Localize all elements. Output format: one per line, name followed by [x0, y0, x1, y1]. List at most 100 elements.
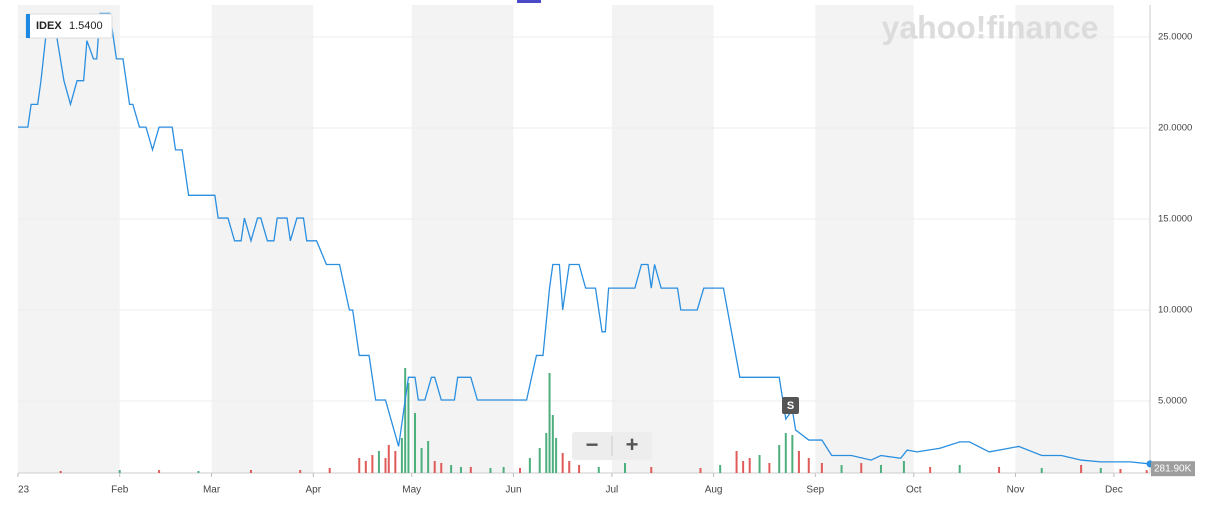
- volume-bar: [551, 415, 554, 473]
- volume-bar: [1119, 469, 1122, 473]
- y-tick-label: 15.0000: [1158, 214, 1192, 225]
- zoom-in[interactable]: +: [626, 432, 639, 457]
- volume-bar: [387, 445, 390, 473]
- volume-bar: [1145, 470, 1148, 473]
- volume-bar: [1099, 468, 1102, 473]
- volume-bar: [784, 433, 787, 473]
- event-marker-label[interactable]: S: [787, 400, 794, 412]
- y-tick-label: 5.0000: [1158, 395, 1187, 406]
- quote-symbol: IDEX: [36, 20, 62, 32]
- volume-label-bg: [1151, 461, 1195, 477]
- zoom-out[interactable]: −: [586, 432, 599, 457]
- x-tick-label: Apr: [306, 485, 322, 496]
- volume-bar: [519, 468, 522, 473]
- x-tick-label: May: [402, 485, 421, 496]
- quote-price: 1.5400: [69, 20, 103, 32]
- y-tick-label: 25.0000: [1158, 32, 1192, 43]
- volume-bar: [489, 468, 492, 473]
- x-tick-label: Jun: [505, 485, 521, 496]
- volume-bar: [561, 453, 564, 473]
- x-tick-label: Aug: [705, 485, 723, 496]
- volume-bar: [358, 458, 361, 473]
- volume-bar: [249, 470, 252, 473]
- volume-bar: [568, 461, 571, 473]
- volume-bar: [768, 463, 771, 473]
- volume-bar: [1080, 465, 1083, 473]
- volume-bar: [414, 413, 417, 473]
- month-bands: [18, 5, 1114, 473]
- volume-bar: [735, 451, 738, 473]
- volume-bar: [538, 448, 541, 473]
- volume-bar: [958, 465, 961, 473]
- price: [18, 12, 1154, 468]
- volume-bar: [528, 458, 531, 473]
- volume-bar: [1040, 468, 1043, 473]
- zoom-controls: − +: [572, 432, 652, 460]
- grid: [17, 5, 1151, 477]
- volume-bar: [328, 468, 331, 473]
- volume-bar: [758, 455, 761, 473]
- y-tick-label: 10.0000: [1158, 304, 1192, 315]
- volume-bar: [420, 448, 423, 473]
- volume-bar: [59, 471, 62, 473]
- volume-bar: [699, 468, 702, 473]
- volume-label: 281.90K: [1154, 463, 1192, 474]
- volume-bar: [459, 467, 462, 473]
- volume-bar: [879, 465, 882, 473]
- volume-bar: [404, 368, 407, 473]
- x-tick-label: Dec: [1105, 485, 1123, 496]
- month-band: [211, 5, 314, 473]
- volume-bar: [502, 467, 505, 473]
- x-tick-label: 23: [18, 485, 30, 496]
- event-marker[interactable]: S: [782, 397, 799, 414]
- x-tick-label: Sep: [806, 485, 824, 496]
- volume-bar: [929, 467, 932, 473]
- volume-bar: [427, 441, 430, 473]
- volume-bar: [624, 463, 627, 473]
- x-tick-label: Jul: [605, 485, 618, 496]
- x-tick-label: Nov: [1007, 485, 1025, 496]
- volume-bar: [440, 463, 443, 473]
- quote-accent: [26, 14, 30, 38]
- event-marker-bg[interactable]: [782, 397, 799, 414]
- volume-bar: [299, 470, 302, 473]
- volume-bar: [860, 463, 863, 473]
- volume-bar: [902, 461, 905, 473]
- volume-bar: [371, 455, 374, 473]
- volume-bar: [545, 433, 548, 473]
- top-indicator: [517, 0, 541, 3]
- month-band: [1015, 5, 1114, 473]
- quote-box: IDEX 1.5400: [25, 13, 113, 39]
- axis-labels: 23 Feb Mar Apr May Jun Jul Aug Sep Oct Nov Dec 5.000…: [18, 32, 1195, 496]
- volume-bar: [394, 451, 397, 473]
- volume-bar: [118, 470, 121, 473]
- volume-bars: [59, 368, 1148, 473]
- month-band: [611, 5, 714, 473]
- volume-bar: [377, 451, 380, 473]
- volume-bar: [158, 470, 161, 473]
- price-line: [18, 12, 1151, 465]
- volume-bar: [597, 467, 600, 473]
- volume-bar: [384, 458, 387, 473]
- month-band: [411, 5, 514, 473]
- x-tick-label: Oct: [906, 485, 922, 496]
- watermark: yahoo!finance: [882, 9, 1099, 45]
- volume-bar: [400, 438, 403, 473]
- volume-bar: [840, 465, 843, 473]
- volume-bar: [797, 451, 800, 473]
- volume-bar: [407, 383, 410, 473]
- volume-bar: [197, 471, 200, 473]
- volume-bar: [450, 465, 453, 473]
- volume-bar: [364, 461, 367, 473]
- volume-bar: [998, 467, 1001, 473]
- x-tick-label: Feb: [111, 485, 129, 496]
- volume-bar: [748, 458, 751, 473]
- volume-bar: [807, 458, 810, 473]
- volume-bar: [791, 435, 794, 473]
- volume-bar: [578, 465, 581, 473]
- volume-bar: [548, 373, 551, 473]
- volume-bar: [742, 461, 745, 473]
- volume-bar: [469, 467, 472, 473]
- month-band: [18, 5, 120, 473]
